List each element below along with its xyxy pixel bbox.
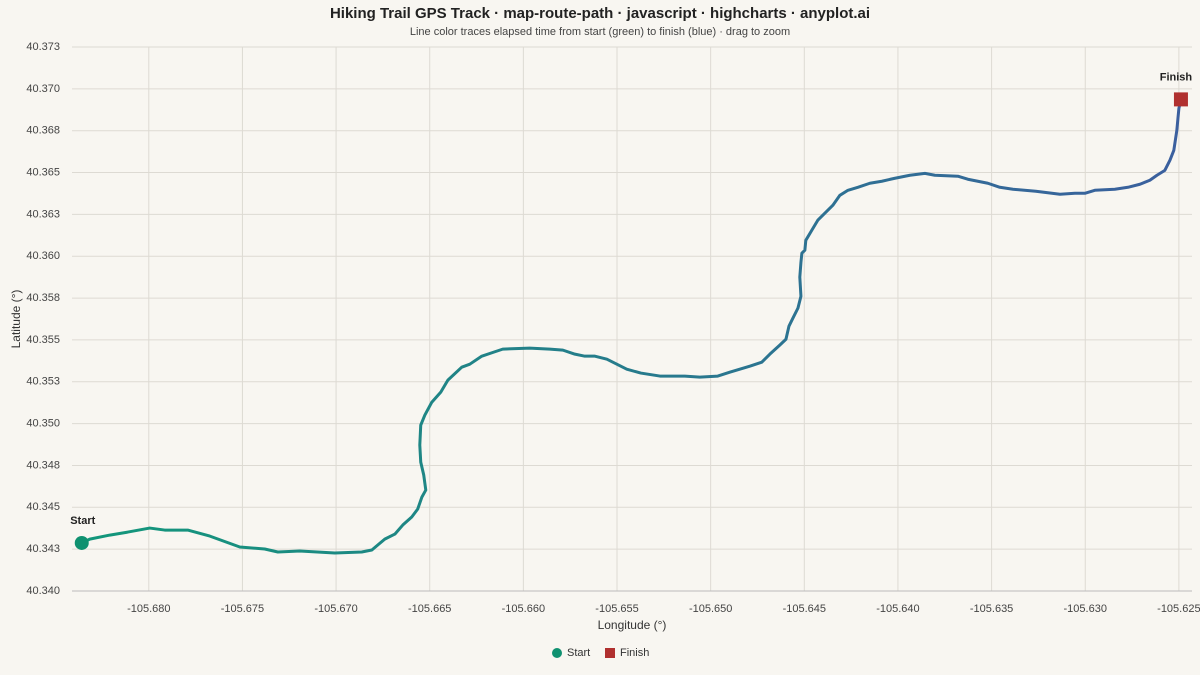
x-tick-label: -105.650 <box>689 603 732 615</box>
y-tick-label: 40.355 <box>26 334 60 346</box>
chart-title: Hiking Trail GPS Track · map-route-path … <box>330 5 870 22</box>
y-tick-label: 40.350 <box>26 418 60 430</box>
y-tick-label: 40.348 <box>26 459 60 471</box>
y-tick-label: 40.365 <box>26 166 60 178</box>
x-tick-label: -105.640 <box>876 603 919 615</box>
y-tick-label: 40.340 <box>26 585 60 597</box>
x-tick-label: -105.670 <box>314 603 357 615</box>
y-tick-label: 40.343 <box>26 543 60 555</box>
x-tick-label: -105.660 <box>502 603 545 615</box>
x-tick-label: -105.645 <box>783 603 826 615</box>
legend-item[interactable]: Start <box>552 647 590 659</box>
chart-subtitle: Line color traces elapsed time from star… <box>410 26 790 38</box>
endpoint-marker <box>1173 92 1188 107</box>
x-tick-label: -105.655 <box>595 603 638 615</box>
x-tick-label: -105.635 <box>970 603 1013 615</box>
x-tick-label: -105.665 <box>408 603 451 615</box>
legend-label: Finish <box>620 647 649 659</box>
y-axis-label: Latitude (°) <box>9 290 23 349</box>
y-tick-label: 40.363 <box>26 208 60 220</box>
y-tick-label: 40.368 <box>26 125 60 137</box>
track-line <box>80 97 1183 555</box>
y-tick-label: 40.345 <box>26 501 60 513</box>
x-tick-label: -105.680 <box>127 603 170 615</box>
legend-symbol <box>552 648 562 658</box>
y-tick-label: 40.358 <box>26 292 60 304</box>
x-tick-label: -105.675 <box>221 603 264 615</box>
y-tick-label: 40.370 <box>26 83 60 95</box>
endpoint-label: Finish <box>1160 71 1193 83</box>
legend-label: Start <box>567 647 590 659</box>
legend-item[interactable]: Finish <box>605 647 649 659</box>
endpoint-label: Start <box>70 515 95 527</box>
y-tick-label: 40.353 <box>26 376 60 388</box>
x-axis-label: Longitude (°) <box>598 618 667 632</box>
x-tick-label: -105.630 <box>1064 603 1107 615</box>
y-tick-label: 40.360 <box>26 250 60 262</box>
legend-symbol <box>605 648 615 658</box>
x-tick-label: -105.625 <box>1157 603 1200 615</box>
endpoint-marker <box>74 535 89 550</box>
y-tick-label: 40.373 <box>26 41 60 53</box>
